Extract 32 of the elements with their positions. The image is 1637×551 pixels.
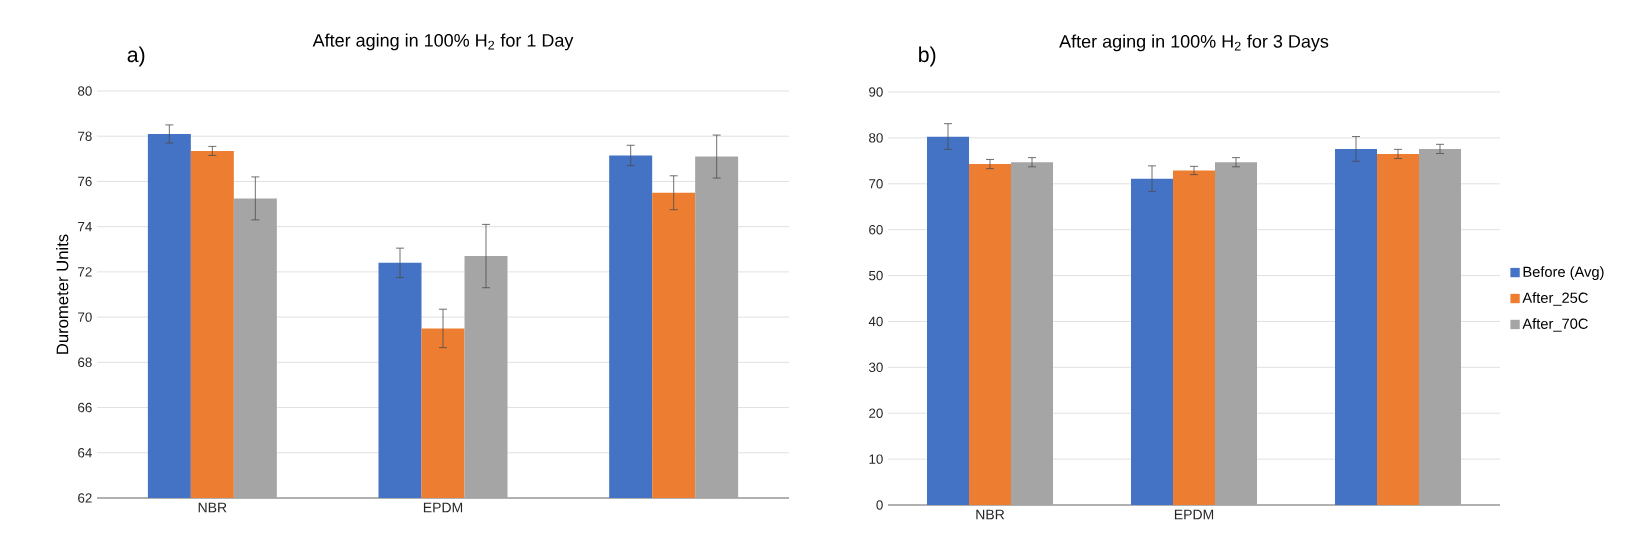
y-tick-label: 72 [78,267,92,277]
y-tick-label: 40 [868,316,883,327]
y-tick-label: 68 [78,357,92,368]
y-tick-label: 74 [78,222,92,232]
text: b) [919,46,936,67]
y-tick-label: 10 [869,454,883,464]
y-tick-label: 78 [78,131,92,141]
y-tick-label: 62 [78,493,92,503]
y-tick-label: 0 [876,500,883,510]
legend-label: After_25C [1522,292,1588,306]
y-tick-label: 80 [78,86,92,96]
x-tick-label: EPDM [423,502,463,513]
y-tick-label: 64 [78,448,92,458]
x-tick-label: NBR [198,502,227,513]
legend-label: Before (Avg) [1523,266,1604,280]
y-tick-label: 66 [78,402,92,413]
y-tick-label: 30 [868,362,883,373]
chart-title: After aging in 100% H$_{2}$ for 1 Day [312,33,574,51]
x-tick-label: NBR [976,509,1005,520]
x-tick-label: EPDM [1174,509,1214,520]
y-tick-label: 50 [869,270,883,281]
y-tick-label: 90 [869,87,883,97]
chart-title: After aging in 100% H$_{2}$ for 3 Days [1059,34,1329,52]
legend-label: After_70C [1522,318,1588,332]
y-tick-label: 60 [869,224,883,235]
y-tick-label: 70 [78,312,92,322]
text: a) [127,46,145,67]
y-tick-label: 80 [869,133,883,143]
y-axis-title: Durometer Units [56,234,69,354]
y-tick-label: 76 [78,176,92,187]
y-tick-label: 70 [869,179,883,189]
y-tick-label: 20 [869,408,883,418]
